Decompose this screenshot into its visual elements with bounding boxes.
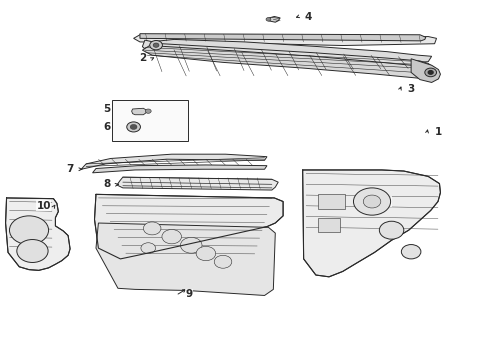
Circle shape	[141, 243, 156, 253]
Text: 7: 7	[66, 164, 74, 174]
Text: 6: 6	[103, 122, 111, 132]
Circle shape	[266, 18, 271, 21]
Polygon shape	[145, 40, 432, 64]
Circle shape	[428, 71, 433, 74]
Polygon shape	[95, 194, 283, 259]
Text: 5: 5	[103, 104, 111, 114]
Text: 11: 11	[377, 197, 392, 207]
Circle shape	[150, 41, 162, 50]
Polygon shape	[303, 170, 441, 277]
Text: 2: 2	[139, 53, 146, 63]
Bar	[318, 219, 340, 232]
Circle shape	[130, 125, 137, 130]
Circle shape	[363, 195, 381, 208]
Circle shape	[353, 188, 391, 215]
Circle shape	[401, 244, 421, 259]
Polygon shape	[132, 108, 147, 115]
Polygon shape	[140, 34, 426, 41]
Circle shape	[127, 122, 141, 132]
Text: 1: 1	[434, 127, 441, 136]
Text: 3: 3	[408, 84, 415, 94]
Polygon shape	[81, 154, 267, 169]
Polygon shape	[96, 223, 275, 296]
Circle shape	[9, 216, 49, 244]
Bar	[112, 100, 188, 141]
Circle shape	[153, 43, 159, 47]
Circle shape	[144, 222, 161, 235]
Polygon shape	[5, 198, 70, 270]
Circle shape	[17, 239, 48, 262]
Text: 9: 9	[185, 289, 193, 299]
Bar	[318, 194, 345, 209]
Text: 10: 10	[36, 201, 51, 211]
Text: 8: 8	[103, 179, 111, 189]
Circle shape	[162, 229, 181, 244]
Polygon shape	[267, 17, 280, 22]
Circle shape	[146, 109, 151, 113]
Text: 4: 4	[305, 12, 312, 22]
Polygon shape	[143, 45, 436, 79]
Circle shape	[379, 221, 404, 239]
Polygon shape	[134, 35, 437, 45]
Circle shape	[214, 255, 232, 268]
Circle shape	[425, 68, 437, 77]
Polygon shape	[93, 165, 267, 173]
Circle shape	[180, 237, 202, 253]
Circle shape	[196, 246, 216, 261]
Polygon shape	[143, 40, 432, 75]
Polygon shape	[117, 177, 278, 190]
Polygon shape	[411, 59, 441, 82]
